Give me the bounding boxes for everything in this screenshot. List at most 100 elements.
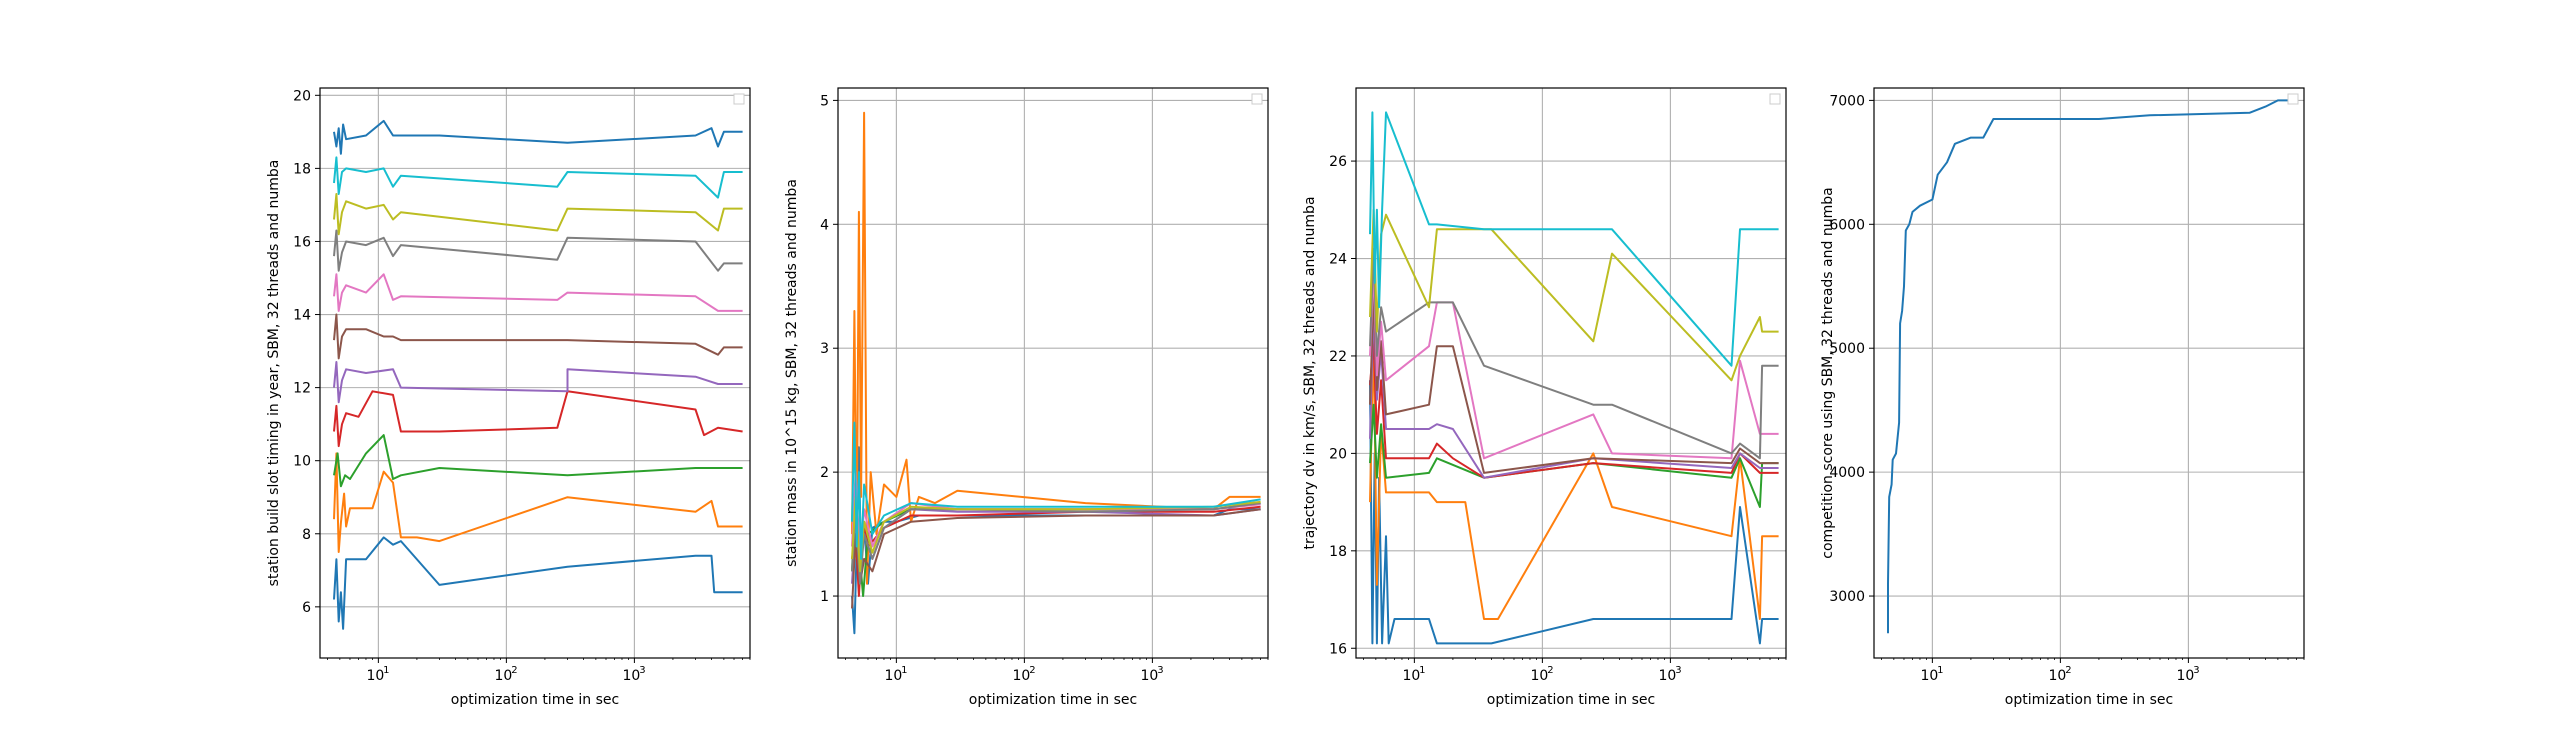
series-line — [333, 390, 743, 448]
x-tick-label: 10 — [884, 668, 902, 684]
y-tick-label: 3000 — [1829, 589, 1865, 605]
y-axis-label: competition score using SBM, 32 threads … — [1820, 187, 1836, 558]
series-line — [333, 434, 743, 488]
legend-box — [733, 93, 745, 105]
series-line — [1369, 380, 1779, 645]
x-tick-exponent: 2 — [1029, 665, 1035, 676]
series-group — [1369, 111, 1779, 645]
series-line — [851, 505, 1261, 597]
series-line — [333, 452, 743, 553]
series-line — [333, 313, 743, 360]
series-line — [333, 361, 743, 404]
y-tick-label: 5000 — [1829, 341, 1865, 357]
y-tick-label: 4 — [820, 217, 829, 233]
x-tick-exponent: 1 — [1937, 665, 1943, 676]
legend-box — [1769, 93, 1781, 105]
y-axis-label: station mass in 10^15 kg, SBM, 32 thread… — [784, 179, 800, 567]
series-group — [1887, 99, 2297, 634]
y-tick-label: 18 — [293, 161, 311, 177]
x-tick-label: 10 — [1012, 668, 1030, 684]
x-tick-exponent: 1 — [383, 665, 389, 676]
y-tick-label: 12 — [293, 381, 311, 397]
x-axis-label: optimization time in sec — [1487, 692, 1655, 708]
series-line — [1369, 403, 1779, 508]
series-line — [333, 536, 743, 630]
y-axis-label: trajectory dv in km/s, SBM, 32 threads a… — [1302, 196, 1318, 549]
y-tick-label: 16 — [293, 234, 311, 250]
series-line — [851, 111, 1261, 585]
series-line — [1369, 330, 1779, 620]
series-line — [1369, 208, 1779, 382]
y-tick-label: 16 — [1329, 641, 1347, 657]
x-tick-label: 10 — [1530, 668, 1548, 684]
series-line — [1369, 111, 1779, 367]
y-tick-label: 1 — [820, 589, 829, 605]
x-tick-exponent: 3 — [1675, 665, 1681, 676]
series-line — [333, 273, 743, 312]
y-tick-label: 24 — [1329, 252, 1347, 268]
x-tick-label: 10 — [2176, 668, 2194, 684]
y-tick-label: 5 — [820, 93, 829, 109]
series-group — [851, 111, 1261, 635]
x-tick-label: 10 — [494, 668, 512, 684]
y-axis-label: station build slot timing in year, SBM, … — [266, 160, 282, 587]
x-tick-label: 10 — [622, 668, 640, 684]
y-tick-label: 18 — [1329, 544, 1347, 560]
y-tick-label: 20 — [1329, 446, 1347, 462]
x-tick-label: 10 — [2048, 668, 2066, 684]
series-line — [1369, 267, 1779, 460]
series-line — [851, 508, 1261, 584]
series-line — [851, 446, 1261, 635]
x-axis-label: optimization time in sec — [451, 692, 619, 708]
y-tick-label: 14 — [293, 308, 311, 324]
y-tick-label: 7000 — [1829, 93, 1865, 109]
y-tick-label: 22 — [1329, 349, 1347, 365]
axes-frame — [1355, 87, 1787, 659]
x-tick-label: 10 — [1658, 668, 1676, 684]
series-group — [333, 119, 743, 630]
x-tick-label: 10 — [1402, 668, 1420, 684]
y-tick-label: 10 — [293, 454, 311, 470]
series-line — [1887, 99, 2297, 634]
x-tick-exponent: 2 — [2065, 665, 2071, 676]
x-tick-label: 10 — [1920, 668, 1938, 684]
axes-frame — [837, 87, 1269, 659]
x-tick-exponent: 3 — [2193, 665, 2199, 676]
y-tick-label: 8 — [302, 527, 311, 543]
x-tick-exponent: 2 — [1547, 665, 1553, 676]
axes-frame — [319, 87, 751, 659]
series-line — [1369, 291, 1779, 474]
x-tick-label: 10 — [366, 668, 384, 684]
y-tick-label: 4000 — [1829, 465, 1865, 481]
axes-frame — [1873, 87, 2305, 659]
y-tick-label: 6000 — [1829, 217, 1865, 233]
y-tick-label: 20 — [293, 88, 311, 104]
series-line — [1369, 247, 1779, 460]
y-tick-label: 3 — [820, 341, 829, 357]
series-line — [851, 495, 1261, 573]
series-line — [851, 508, 1261, 609]
x-tick-exponent: 3 — [639, 665, 645, 676]
series-line — [333, 229, 743, 272]
x-axis-label: optimization time in sec — [969, 692, 1137, 708]
y-tick-label: 26 — [1329, 154, 1347, 170]
x-tick-exponent: 2 — [511, 665, 517, 676]
x-tick-label: 10 — [1140, 668, 1158, 684]
x-tick-exponent: 3 — [1157, 665, 1163, 676]
series-line — [1369, 306, 1779, 479]
x-tick-exponent: 1 — [901, 665, 907, 676]
x-axis-label: optimization time in sec — [2005, 692, 2173, 708]
series-line — [851, 421, 1261, 560]
series-line — [333, 156, 743, 199]
legend-box — [1251, 93, 1263, 105]
series-line — [333, 119, 743, 155]
y-tick-label: 2 — [820, 465, 829, 481]
y-tick-label: 6 — [302, 600, 311, 616]
x-tick-exponent: 1 — [1419, 665, 1425, 676]
series-line — [333, 193, 743, 236]
legend-box — [2287, 93, 2299, 105]
